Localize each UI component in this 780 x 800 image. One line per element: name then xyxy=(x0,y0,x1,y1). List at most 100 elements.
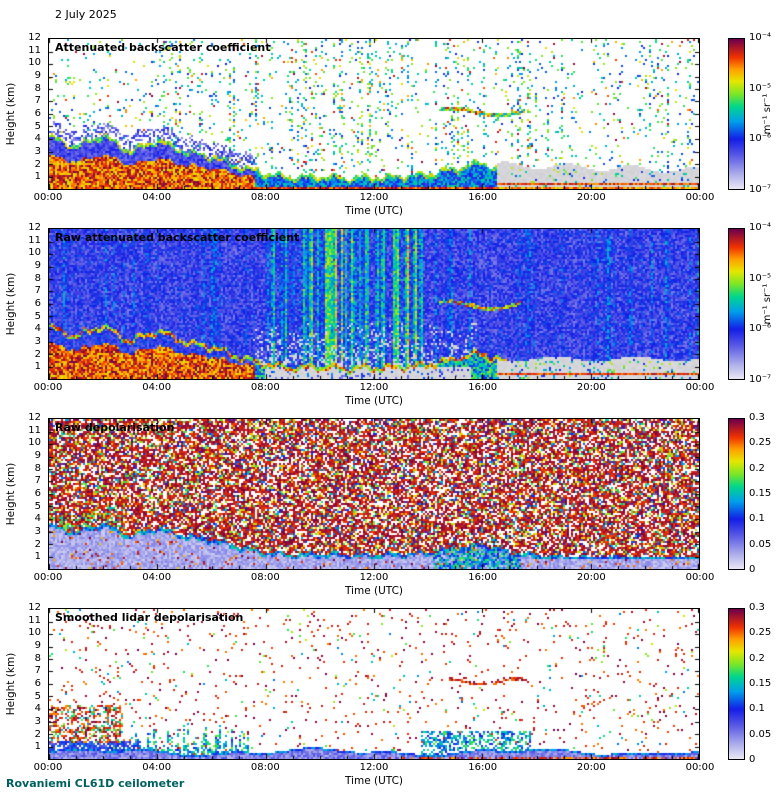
x-tick-label: 08:00 xyxy=(250,192,280,203)
y-axis-ticks: 12 11 10 9 8 7 6 5 4 3 2 1 xyxy=(0,412,44,570)
colorbar-tick-label: 0.2 xyxy=(749,652,765,664)
colorbar-tick-label: 0.25 xyxy=(749,627,772,639)
y-tick-label: 7 xyxy=(34,285,41,297)
y-tick-label: 2 xyxy=(34,728,41,740)
date-label: 2 July 2025 xyxy=(55,8,117,21)
colorbar-tick-label: 0.1 xyxy=(749,703,765,715)
y-tick-label: 1 xyxy=(34,741,41,753)
x-axis-ticks: 00:00 04:00 08:00 12:00 16:00 20:00 00:00 xyxy=(34,572,715,584)
x-tick-label: 04:00 xyxy=(142,762,172,773)
x-tick-label: 20:00 xyxy=(576,762,606,773)
heatmap-plot: Attenuated backscatter coefficient xyxy=(48,38,700,190)
colorbar-tick-label: 10⁻⁵ xyxy=(749,82,772,94)
y-tick-label: 5 xyxy=(34,690,41,702)
x-tick-label: 20:00 xyxy=(576,382,606,393)
colorbar-tick-label: 10⁻⁷ xyxy=(749,374,772,385)
x-tick-label: 12:00 xyxy=(359,572,389,583)
x-axis-label: Time (UTC) xyxy=(344,585,404,597)
y-tick-label: 11 xyxy=(28,614,41,626)
x-tick-label: 16:00 xyxy=(468,192,498,203)
x-tick-label: 00:00 xyxy=(33,762,63,773)
y-tick-label: 2 xyxy=(34,538,41,550)
colorbar-tick-label: 0 xyxy=(749,754,756,765)
y-tick-label: 2 xyxy=(34,158,41,170)
colorbar xyxy=(728,228,745,380)
colorbar xyxy=(728,608,745,760)
y-tick-label: 5 xyxy=(34,120,41,132)
y-tick-label: 8 xyxy=(34,272,41,284)
y-tick-label: 7 xyxy=(34,475,41,487)
colorbar-canvas xyxy=(729,419,744,569)
y-tick-label: 1 xyxy=(34,551,41,563)
colorbar-tick-label: 10⁻⁴ xyxy=(749,222,772,233)
plot-title: Smoothed lidar depolarisation xyxy=(55,611,244,624)
y-tick-label: 12 xyxy=(28,32,41,43)
y-tick-label: 8 xyxy=(34,82,41,94)
x-tick-label: 16:00 xyxy=(468,382,498,393)
colorbar-tick-label: 10⁻⁷ xyxy=(749,184,772,195)
x-axis-label: Time (UTC) xyxy=(344,775,404,787)
y-tick-label: 8 xyxy=(34,462,41,474)
y-tick-label: 11 xyxy=(28,424,41,436)
y-tick-label: 10 xyxy=(28,247,41,259)
y-tick-label: 3 xyxy=(34,146,41,157)
colorbar-tick-label: 0.15 xyxy=(749,488,772,499)
y-tick-label: 4 xyxy=(34,513,41,525)
plot-title: Raw depolarisation xyxy=(55,421,175,434)
y-tick-label: 12 xyxy=(28,222,41,233)
y-tick-label: 10 xyxy=(28,57,41,69)
y-tick-label: 1 xyxy=(34,361,41,373)
x-tick-label: 12:00 xyxy=(359,762,389,773)
y-tick-label: 7 xyxy=(34,665,41,677)
x-tick-label: 20:00 xyxy=(576,572,606,583)
panel-smoothed-depolarisation: Height (km) 12 11 10 9 8 7 6 5 4 3 2 1 Smoothed lid… xyxy=(0,602,780,800)
colorbar-tick-label: 0.2 xyxy=(749,462,765,474)
x-tick-label: 00:00 xyxy=(33,382,63,393)
y-tick-label: 3 xyxy=(34,526,41,537)
y-tick-label: 5 xyxy=(34,310,41,322)
x-tick-label: 04:00 xyxy=(142,572,172,583)
heatmap-canvas xyxy=(49,419,699,569)
y-tick-label: 6 xyxy=(34,108,41,119)
y-tick-label: 2 xyxy=(34,348,41,360)
colorbar-tick-label: 10⁻⁵ xyxy=(749,272,772,284)
y-tick-label: 10 xyxy=(28,627,41,639)
heatmap-canvas xyxy=(49,609,699,759)
x-tick-label: 16:00 xyxy=(468,762,498,773)
colorbar-unit-label xyxy=(762,642,774,726)
y-tick-label: 3 xyxy=(34,716,41,727)
x-tick-label: 16:00 xyxy=(468,572,498,583)
colorbar xyxy=(728,418,745,570)
y-tick-label: 6 xyxy=(34,298,41,309)
colorbar-canvas xyxy=(729,609,744,759)
colorbar-tick-label: 0.15 xyxy=(749,678,772,689)
x-tick-label: 04:00 xyxy=(142,192,172,203)
y-tick-label: 8 xyxy=(34,652,41,664)
heatmap-plot: Raw attenuated backscatter coefficient xyxy=(48,228,700,380)
heatmap-plot: Raw depolarisation xyxy=(48,418,700,570)
colorbar-tick-label: 10⁻⁶ xyxy=(749,133,772,145)
colorbar-tick-label: 0 xyxy=(749,564,756,575)
colorbar-unit-label: m⁻¹ sr⁻¹ xyxy=(762,93,773,135)
instrument-label: Rovaniemi CL61D ceilometer xyxy=(6,777,185,790)
x-tick-label: 08:00 xyxy=(250,762,280,773)
panel-attenuated-backscatter: Height (km) 12 11 10 9 8 7 6 5 4 3 2 1 Attenuated b… xyxy=(0,32,780,233)
y-axis-ticks: 12 11 10 9 8 7 6 5 4 3 2 1 xyxy=(0,32,44,190)
x-axis-label: Time (UTC) xyxy=(344,395,404,407)
y-tick-label: 4 xyxy=(34,133,41,145)
x-tick-label: 00:00 xyxy=(685,382,715,393)
y-tick-label: 3 xyxy=(34,336,41,347)
x-tick-label: 00:00 xyxy=(685,762,715,773)
colorbar-ticks: 10⁻⁴ 10⁻⁵ 10⁻⁶ 10⁻⁷ xyxy=(749,32,780,195)
plot-title: Attenuated backscatter coefficient xyxy=(55,41,271,54)
colorbar-tick-label: 0.05 xyxy=(749,538,772,550)
colorbar-tick-label: 0.3 xyxy=(749,602,765,613)
y-tick-label: 7 xyxy=(34,95,41,107)
colorbar-unit-label: m⁻¹ sr⁻¹ xyxy=(762,283,773,325)
colorbar-unit-label xyxy=(762,452,774,536)
heatmap-plot: Smoothed lidar depolarisation xyxy=(48,608,700,760)
colorbar-tick-label: 0.1 xyxy=(749,513,765,525)
x-tick-label: 00:00 xyxy=(33,572,63,583)
y-tick-label: 10 xyxy=(28,437,41,449)
